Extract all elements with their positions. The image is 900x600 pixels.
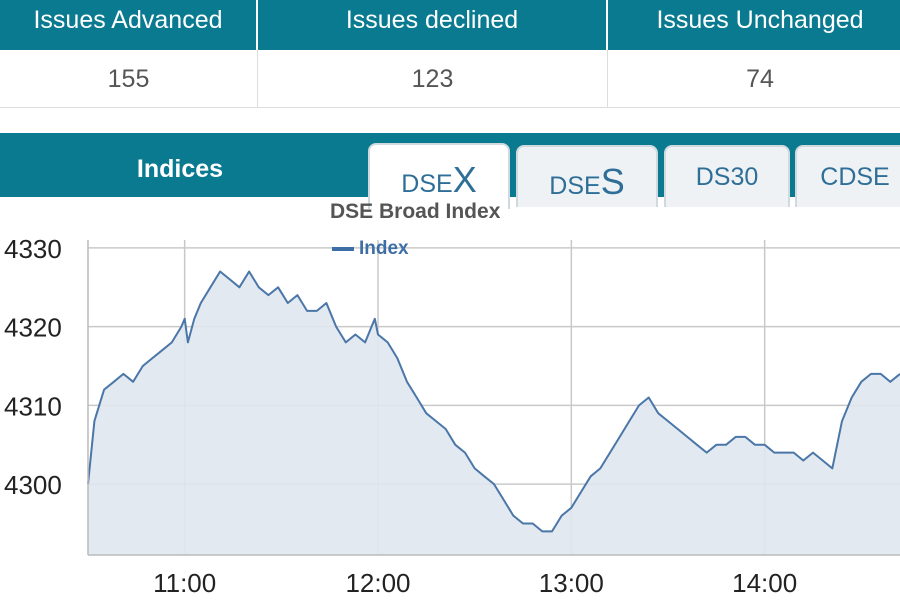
stats-header-row: [0, 0, 900, 50]
tab-dsex[interactable]: DSEX: [368, 143, 510, 209]
x-tick-label: 13:00: [539, 568, 604, 598]
legend-label-index: Index: [359, 238, 409, 259]
y-tick-label: 4300: [4, 470, 62, 500]
chart-title: DSE Broad Index: [330, 200, 501, 223]
issues-unchanged-header: Issues Unchanged: [656, 6, 864, 34]
x-tick-label: 11:00: [153, 568, 216, 598]
y-tick-label: 4320: [4, 313, 62, 343]
y-tick-label: 4310: [4, 391, 62, 421]
x-tick-label: 14:00: [732, 568, 797, 598]
legend-swatch: [332, 246, 354, 251]
tab-ds30[interactable]: DS30: [664, 145, 790, 207]
issues-declined-header: Issues declined: [258, 0, 608, 50]
issues-advanced-header: Issues Advanced: [0, 0, 258, 50]
index-line: [87, 270, 900, 533]
tab-dses-prefix: DSE: [549, 172, 601, 200]
market-stats-table: Issues Advanced Issues declined Issues U…: [0, 0, 900, 108]
chart-legend[interactable]: Index: [332, 238, 409, 260]
tab-dsex-prefix: DSE: [401, 170, 453, 198]
issues-advanced-value: 155: [0, 50, 258, 108]
chart-axis-ticks: 4300 4310 4320 4330 11:00 12:00 13:00 14:00: [4, 234, 797, 598]
tab-cdset[interactable]: CDSE: [795, 145, 900, 207]
indices-title: Indices: [136, 155, 224, 183]
tab-dses[interactable]: DSES: [516, 145, 658, 207]
issues-unchanged-value: 74: [608, 50, 900, 108]
tab-dses-suffix: S: [600, 161, 625, 202]
tab-cdset-label: CDSE: [820, 163, 890, 191]
y-tick-label: 4330: [4, 234, 62, 264]
tab-ds30-label: DS30: [695, 163, 759, 191]
index-area: [88, 271, 900, 555]
dse-broad-index-chart: 4300 4310 4320 4330 11:00 12:00 13:00 14:00: [4, 234, 900, 598]
issues-declined-value: 123: [258, 50, 608, 108]
x-tick-label: 12:00: [345, 568, 410, 598]
tab-dsex-suffix: X: [452, 159, 477, 200]
